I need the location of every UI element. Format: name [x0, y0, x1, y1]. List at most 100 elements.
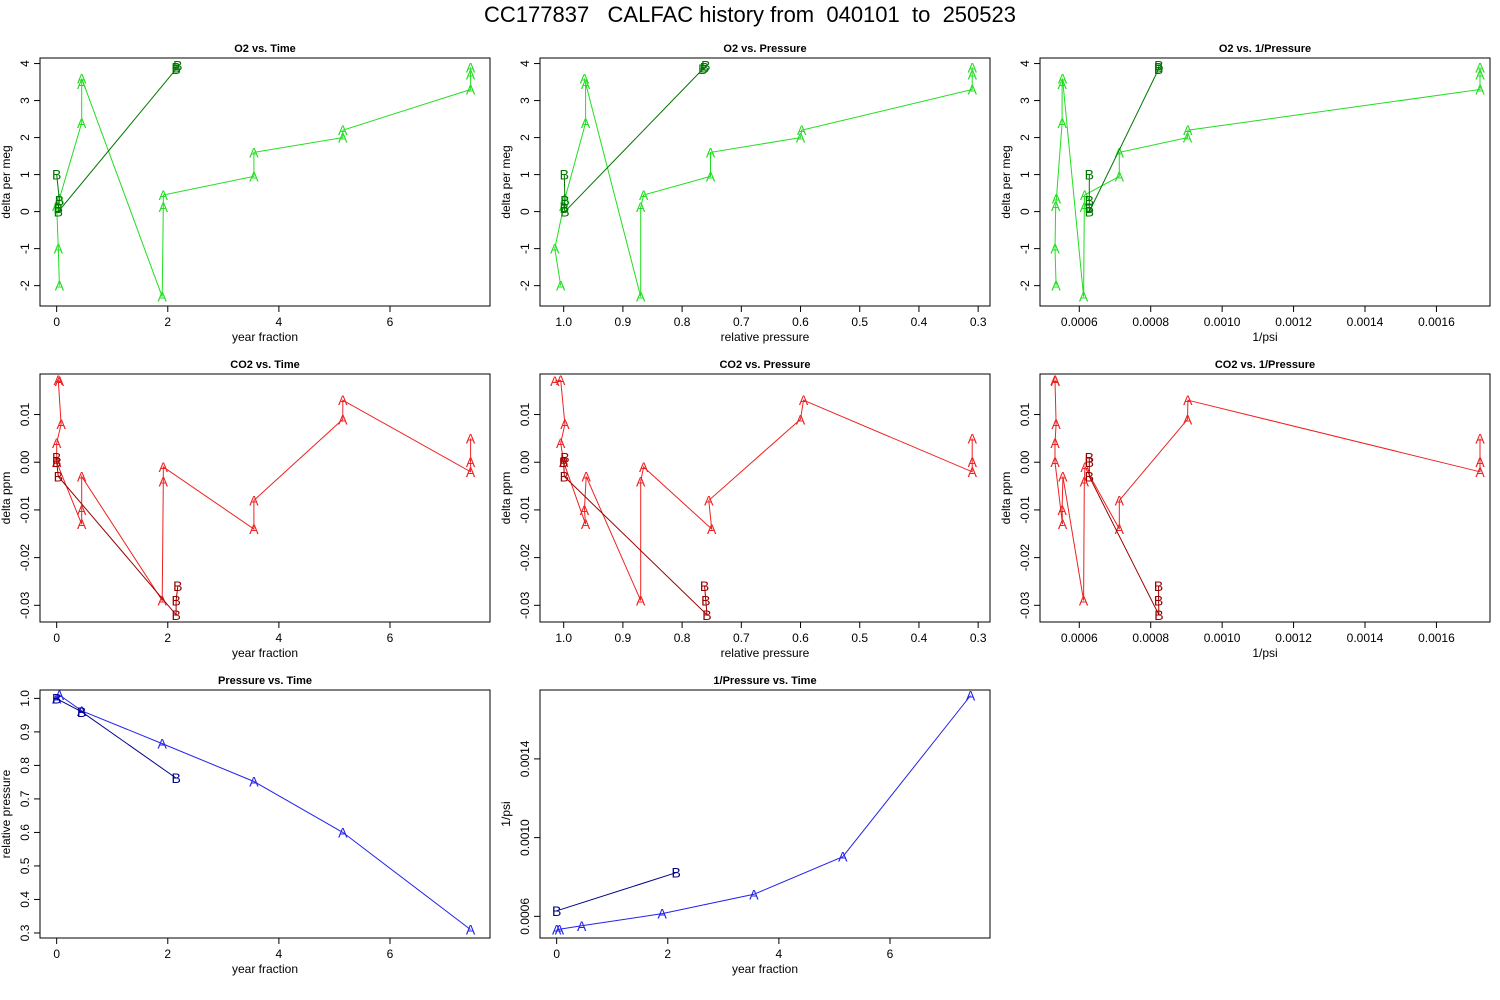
x-tick-label: 0.0014 — [1347, 631, 1384, 645]
x-tick-label: 0.8 — [674, 631, 691, 645]
y-tick-label: 0.01 — [518, 403, 532, 427]
chart-title: Pressure vs. Time — [218, 675, 312, 687]
chart-panel-7: Pressure vs. Time year fraction relative p… — [0, 675, 491, 976]
data-point-A: A — [56, 416, 66, 432]
series-line-B — [56, 698, 177, 779]
y-tick-label: 0.8 — [18, 757, 32, 774]
data-point-A: A — [1080, 199, 1090, 215]
data-point-B: B — [560, 204, 569, 220]
y-axis-label: delta per meg — [999, 145, 1013, 218]
data-point-B: B — [1085, 200, 1094, 216]
data-point-A: A — [1115, 168, 1125, 184]
y-tick-label: 0.01 — [18, 403, 32, 427]
data-point-A: A — [1050, 435, 1060, 451]
data-point-A: A — [52, 198, 62, 214]
y-tick-label: 0.00 — [1018, 450, 1032, 474]
data-point-B: B — [171, 607, 180, 623]
data-point-A: A — [1475, 430, 1485, 446]
data-point-B: B — [52, 691, 61, 707]
x-tick-label: 0.4 — [911, 315, 928, 329]
x-tick-label: 4 — [276, 631, 283, 645]
data-point-A: A — [1183, 122, 1193, 138]
x-tick-label: 6 — [387, 947, 394, 961]
data-point-A: A — [466, 454, 476, 470]
data-point-B: B — [1154, 607, 1163, 623]
chart-panel-4: CO2 vs. Time year fraction delta ppm 0 2 4 6 -0… — [0, 359, 491, 660]
x-tick-label: 0.0014 — [1347, 315, 1384, 329]
data-point-A: A — [636, 473, 646, 489]
data-point-B: B — [52, 167, 61, 183]
chart-title: O2 vs. Time — [234, 43, 296, 55]
data-point-A: A — [54, 372, 64, 388]
y-tick-label: -0.01 — [518, 496, 532, 524]
data-point-A: A — [1050, 372, 1060, 388]
y-tick-label: -0.03 — [518, 591, 532, 619]
data-point-A: A — [249, 144, 259, 160]
data-point-A: A — [1057, 502, 1067, 518]
y-tick-label: 1.0 — [18, 690, 32, 707]
data-point-A: A — [1057, 115, 1067, 131]
x-tick-label: 1.0 — [555, 315, 572, 329]
data-point-B: B — [1154, 61, 1163, 77]
series-line-A — [554, 379, 973, 601]
data-point-B: B — [52, 449, 61, 465]
data-point-A: A — [466, 59, 476, 75]
data-point-A: A — [1051, 278, 1061, 294]
plot-frame — [39, 373, 491, 623]
x-tick-label: 2 — [164, 315, 171, 329]
data-point-A: A — [556, 278, 566, 294]
data-point-A: A — [77, 469, 87, 485]
data-point-A: A — [338, 122, 348, 138]
data-point-B: B — [1085, 449, 1094, 465]
data-point-B: B — [698, 61, 707, 77]
x-tick-label: 0.6 — [792, 315, 809, 329]
data-point-A: A — [77, 70, 87, 86]
x-tick-label: 0.0008 — [1132, 315, 1169, 329]
chart-title: CO2 vs. Time — [230, 359, 300, 371]
data-point-A: A — [1058, 516, 1068, 532]
data-point-A: A — [581, 516, 591, 532]
data-point-A: A — [55, 373, 65, 389]
y-tick-label: -0.02 — [1018, 544, 1032, 572]
data-point-B: B — [560, 193, 569, 209]
data-point-A: A — [466, 67, 476, 83]
data-point-A: A — [1475, 81, 1485, 97]
data-point-B: B — [560, 167, 569, 183]
y-tick-label: 0.6 — [18, 824, 32, 841]
data-point-A: A — [158, 593, 168, 609]
data-point-B: B — [552, 903, 561, 919]
data-point-A: A — [55, 191, 65, 207]
data-point-A: A — [968, 454, 978, 470]
data-point-B: B — [560, 469, 569, 485]
y-tick-label: 1 — [18, 171, 32, 178]
series-line-A — [1054, 67, 1481, 297]
series-line-A — [1054, 380, 1481, 601]
x-tick-label: 0.3 — [970, 315, 987, 329]
series-line-A — [56, 67, 472, 297]
plot-frame — [539, 689, 991, 939]
data-point-A: A — [968, 59, 978, 75]
y-tick-label: 1 — [518, 171, 532, 178]
series-line-B — [56, 65, 179, 213]
y-tick-label: -2 — [1018, 280, 1032, 291]
data-point-B: B — [173, 57, 182, 73]
y-axis-label: delta ppm — [999, 472, 1013, 525]
data-point-A: A — [249, 492, 259, 508]
data-point-A: A — [1050, 454, 1060, 470]
data-point-B: B — [1085, 167, 1094, 183]
data-point-B: B — [701, 57, 710, 73]
chart-title: CO2 vs. Pressure — [719, 359, 810, 371]
x-tick-label: 6 — [387, 315, 394, 329]
data-point-A: A — [968, 67, 978, 83]
x-tick-label: 0.0012 — [1275, 315, 1312, 329]
data-point-B: B — [1154, 593, 1163, 609]
data-point-A: A — [1080, 187, 1090, 203]
x-tick-label: 0.7 — [733, 315, 750, 329]
data-point-A: A — [796, 411, 806, 427]
data-point-A: A — [338, 824, 348, 840]
y-tick-label: 4 — [1018, 60, 1032, 67]
x-tick-label: 2 — [164, 947, 171, 961]
data-point-A: A — [580, 502, 590, 518]
data-point-B: B — [1085, 454, 1094, 470]
data-point-A: A — [1183, 130, 1193, 146]
